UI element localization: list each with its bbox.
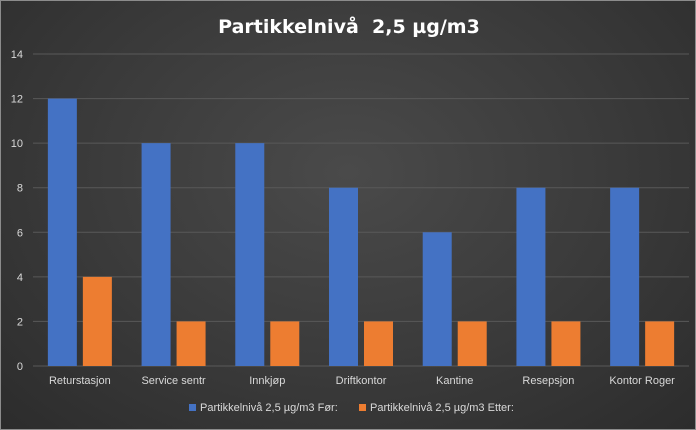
bar-before-kantine — [422, 232, 452, 366]
bar-after-resepsjon — [551, 321, 581, 366]
bar-after-returstasjon — [82, 276, 112, 366]
y-tick-label: 2 — [17, 316, 23, 328]
x-tick-label: Service sentr — [141, 375, 206, 387]
y-tick-label: 8 — [17, 183, 23, 195]
bar-before-kontor-roger — [610, 187, 640, 366]
y-tick-label: 0 — [17, 361, 23, 373]
bar-before-returstasjon — [47, 98, 77, 367]
bar-after-driftkontor — [364, 321, 393, 366]
bar-before-innkjøp — [235, 143, 265, 366]
legend-swatch-after — [359, 404, 366, 411]
y-tick-label: 6 — [17, 227, 23, 239]
x-tick-label: Returstasjon — [49, 375, 111, 387]
y-tick-label: 10 — [11, 138, 23, 150]
bar-after-kantine — [457, 321, 487, 366]
x-tick-label: Innkjøp — [249, 375, 285, 387]
bar-after-service-sentr — [176, 321, 206, 366]
legend-label-after: Partikkelnivå 2,5 µg/m3 Etter: — [370, 402, 514, 414]
x-tick-label: Driftkontor — [336, 375, 387, 387]
bar-before-driftkontor — [329, 187, 358, 366]
chart-title: Partikkelnivå 2,5 µg/m3 — [218, 14, 480, 38]
legend-swatch-before — [189, 404, 196, 411]
bar-before-resepsjon — [516, 187, 546, 366]
x-tick-label: Resepsjon — [522, 375, 574, 387]
legend-label-before: Partikkelnivå 2,5 µg/m3 Før: — [200, 402, 338, 414]
x-tick-label: Kontor Roger — [609, 375, 675, 387]
bar-after-kontor-roger — [645, 321, 675, 366]
y-tick-label: 4 — [17, 272, 23, 284]
bar-after-innkjøp — [270, 321, 300, 366]
x-tick-label: Kantine — [436, 375, 473, 387]
y-tick-label: 12 — [11, 94, 23, 106]
bar-before-service-sentr — [141, 143, 171, 366]
y-tick-label: 14 — [11, 49, 23, 61]
